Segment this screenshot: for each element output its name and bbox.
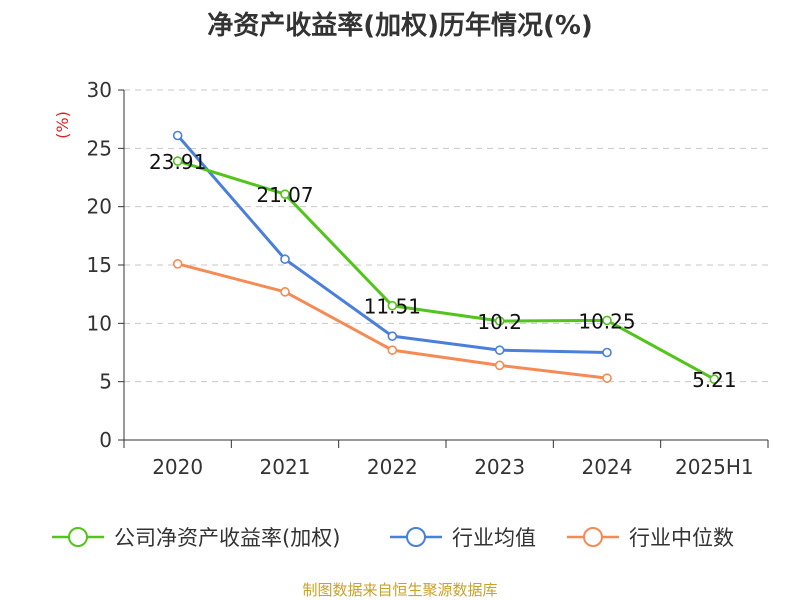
data-point <box>280 287 290 297</box>
data-point <box>387 331 398 341</box>
y-tick-label: 0 <box>99 428 112 452</box>
legend-marker <box>583 527 603 547</box>
legend: 公司净资产收益率(加权) 行业均值 行业中位数 <box>52 526 734 550</box>
data-point <box>602 347 612 358</box>
x-tick-label: 2023 <box>474 455 525 479</box>
y-tick-label: 30 <box>87 78 112 102</box>
x-tick-label: 2021 <box>260 455 311 479</box>
legend-label: 行业中位数 <box>629 526 734 550</box>
y-tick-label: 25 <box>87 136 112 160</box>
x-tick-label: 2020 <box>152 455 203 479</box>
data-point <box>494 345 505 355</box>
series-layer <box>172 130 720 385</box>
data-label: 11.51 <box>364 295 421 319</box>
x-tick-label: 2025H1 <box>675 455 754 479</box>
data-point <box>280 189 290 199</box>
legend-marker <box>406 527 426 547</box>
x-tick-label: 2024 <box>582 455 633 479</box>
axes: 0 5 10 15 20 25 30 2020 2021 2022 2023 2024 2025H1 <box>87 78 769 479</box>
data-label: 21.07 <box>256 183 313 207</box>
data-point <box>494 360 505 371</box>
data-labels: 23.91 21.07 11.51 10.2 10.25 5.21 <box>149 150 737 392</box>
legend-label: 公司净资产收益率(加权) <box>114 526 340 550</box>
series-line <box>177 159 716 381</box>
data-label: 5.21 <box>692 368 737 392</box>
chart-title: 净资产收益率(加权)历年情况(%) <box>207 10 593 41</box>
grid <box>124 89 768 383</box>
data-label: 10.2 <box>477 310 522 334</box>
y-tick-label: 20 <box>87 195 112 219</box>
y-tick-label: 10 <box>87 311 112 335</box>
data-point <box>172 259 183 269</box>
data-point <box>602 373 612 383</box>
data-label: 23.91 <box>149 150 206 174</box>
data-point <box>172 130 183 141</box>
data-point <box>172 156 183 166</box>
data-point <box>494 316 505 326</box>
source-footer: 制图数据来自恒生聚源数据库 <box>302 581 497 599</box>
data-point <box>387 300 398 311</box>
data-point <box>709 374 720 385</box>
data-label: 10.25 <box>578 309 635 333</box>
data-point <box>387 345 398 355</box>
y-tick-label: 5 <box>99 370 112 394</box>
legend-label: 行业均值 <box>452 526 536 550</box>
y-tick-label: 15 <box>87 253 112 277</box>
legend-marker <box>68 527 88 547</box>
x-tick-label: 2022 <box>367 455 418 479</box>
y-axis-label: (%) <box>53 111 72 139</box>
data-point <box>280 254 290 264</box>
data-point <box>602 315 612 326</box>
